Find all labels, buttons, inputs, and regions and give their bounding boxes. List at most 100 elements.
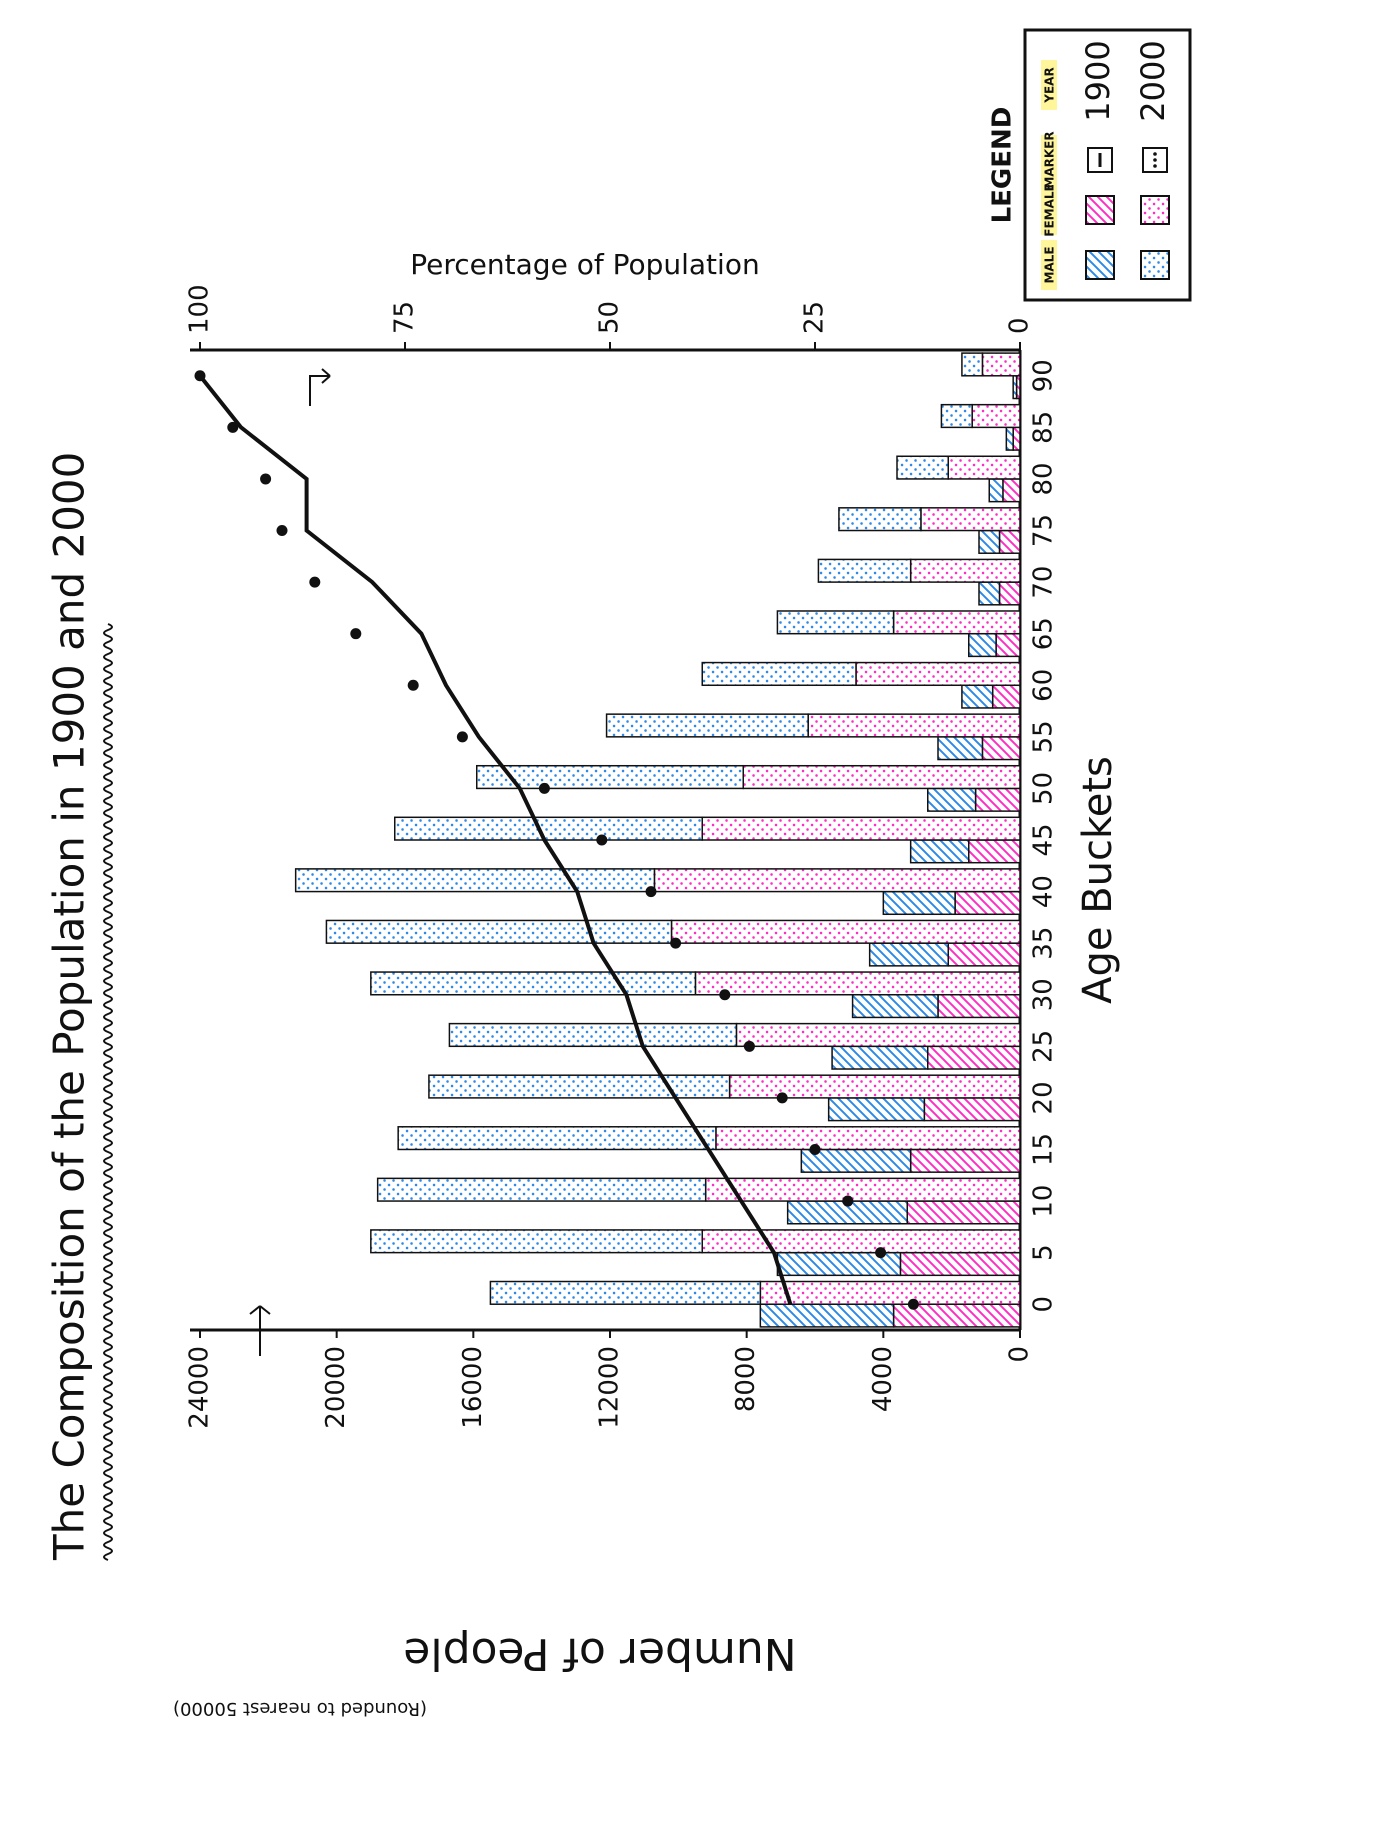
bar-segment — [1012, 375, 1018, 400]
cumulative-dot — [456, 731, 468, 743]
bar-segment — [947, 942, 1021, 967]
x-tick-label: 70 — [1029, 566, 1059, 599]
x-tick-label: 10 — [1029, 1185, 1059, 1218]
bar-segment — [704, 1177, 1021, 1202]
bar-segment — [397, 1126, 717, 1151]
bar-segment — [971, 403, 1021, 429]
bar-segment — [807, 713, 1021, 738]
bar-segment — [882, 890, 956, 916]
bar-segment — [937, 993, 1021, 1019]
bar-segment — [906, 1200, 1021, 1225]
bar-segment — [968, 839, 1021, 864]
bar-segment — [1002, 478, 1021, 503]
y2-tick-label: 0 — [1005, 317, 1035, 334]
x-tick-label: 85 — [1029, 411, 1059, 444]
bar-segment — [974, 787, 1021, 812]
x-tick-label: 90 — [1029, 359, 1059, 392]
y2-tick-label: 75 — [390, 301, 420, 334]
bar-segment — [735, 1022, 1021, 1048]
bar-segment — [968, 632, 997, 658]
legend-header-highlight — [1041, 240, 1057, 290]
cumulative-dot — [276, 525, 288, 537]
legend-marker — [1153, 158, 1157, 162]
bar-segment — [909, 1148, 1021, 1173]
y2-axis-label: Percentage of Population — [410, 248, 759, 281]
bar-segment — [978, 581, 1001, 606]
x-tick-label: 35 — [1029, 927, 1059, 960]
bar-segment — [927, 1045, 1021, 1070]
bar-segment — [1005, 426, 1014, 451]
bar-segment — [920, 507, 1021, 532]
y2-tick-label: 50 — [595, 301, 625, 334]
legend-header: YEAR — [1043, 67, 1057, 103]
bar-segment — [923, 1097, 1021, 1122]
x-tick-label: 80 — [1029, 462, 1059, 495]
bar-segment — [476, 764, 744, 790]
legend-header-highlight — [1041, 135, 1057, 185]
y-tick-label: 8000 — [731, 1346, 761, 1412]
y-tick-label: 24000 — [185, 1346, 215, 1429]
bar-segment — [605, 713, 809, 738]
cumulative-dot — [875, 1247, 887, 1259]
legend-year: 2000 — [1134, 40, 1172, 121]
cumulative-dot — [719, 989, 731, 1001]
legend-header: MARKER — [1043, 131, 1057, 188]
cumulative-dot — [809, 1143, 821, 1155]
bar-segment — [294, 868, 656, 893]
cumulative-dot — [309, 576, 321, 588]
cumulative-dot — [776, 1092, 788, 1104]
bar-segment — [998, 581, 1021, 606]
bar-segment — [909, 558, 1021, 583]
y-tick-label: 0 — [1005, 1346, 1035, 1363]
legend-swatch — [1140, 250, 1170, 280]
bar-segment — [489, 1280, 762, 1305]
x-tick-label: 50 — [1029, 772, 1059, 805]
cumulative-dot — [260, 473, 272, 485]
bar-segment — [927, 787, 977, 812]
y-tick-label: 16000 — [458, 1346, 488, 1429]
y-axis-note: (Rounded to nearest 50000) — [173, 1698, 427, 1719]
x-tick-label: 65 — [1029, 617, 1059, 650]
bar-segment — [325, 919, 673, 944]
bar-segment — [831, 1045, 929, 1070]
cumulative-dot — [350, 628, 362, 640]
bar-segment — [954, 890, 1021, 916]
bar-segment — [838, 507, 922, 532]
bar-segment — [851, 993, 939, 1019]
x-tick-label: 5 — [1029, 1244, 1059, 1261]
arrow-right-axis — [309, 368, 331, 406]
bar-segment — [981, 352, 1021, 377]
legend-header-highlight — [1041, 185, 1057, 235]
rotated-chart: The Composition of the Population in 190… — [45, 28, 1192, 1719]
y2-tick-label: 25 — [800, 301, 830, 334]
bar-segment — [899, 1251, 1021, 1277]
bar-segment — [742, 764, 1021, 790]
bar-segment — [448, 1022, 738, 1048]
x-tick-label: 55 — [1029, 720, 1059, 753]
legend-header: MALE — [1043, 246, 1057, 283]
x-tick-label: 0 — [1029, 1296, 1059, 1313]
y-tick-label: 12000 — [595, 1346, 625, 1429]
y2-tick-label: 100 — [185, 284, 215, 334]
x-tick-label: 45 — [1029, 823, 1059, 856]
x-tick-label: 40 — [1029, 875, 1059, 908]
bar-segment — [394, 816, 703, 841]
bar-segment — [370, 1229, 703, 1254]
bar-segment — [947, 455, 1021, 480]
cumulative-dot — [227, 421, 239, 433]
x-tick-label: 30 — [1029, 978, 1059, 1011]
bar-segment — [961, 684, 994, 709]
x-tick-label: 15 — [1029, 1133, 1059, 1166]
legend-swatch — [1140, 195, 1170, 225]
legend-year: 1900 — [1079, 40, 1117, 121]
bar-segment — [998, 529, 1021, 554]
legend-swatch — [1085, 250, 1115, 280]
bar-segment — [937, 736, 984, 761]
bar-segment — [988, 478, 1004, 503]
bar-segment — [855, 661, 1021, 687]
bar-segment — [817, 558, 912, 583]
cumulative-line — [198, 374, 793, 1305]
bar-segment — [715, 1126, 1021, 1151]
bar-segment — [896, 455, 949, 480]
